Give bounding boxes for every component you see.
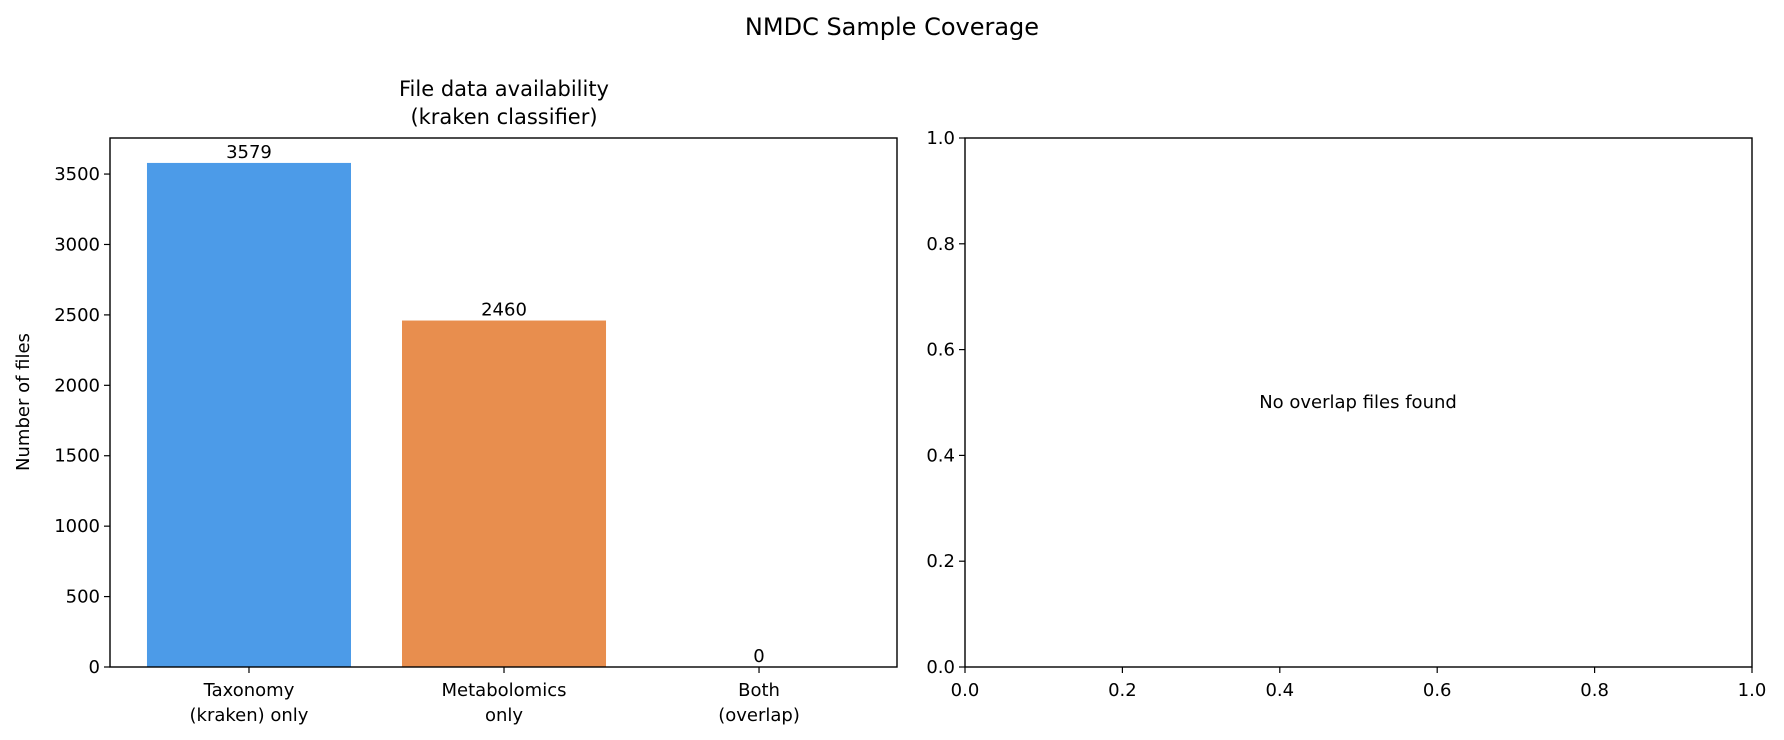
bar-1 bbox=[402, 320, 607, 667]
left-axes-frame bbox=[109, 137, 898, 668]
x-tick-label: Taxonomy bbox=[203, 680, 295, 701]
bar-data-label: 2460 bbox=[481, 300, 527, 321]
y-tick-label: 2000 bbox=[54, 375, 100, 396]
y-tick-label: 0.8 bbox=[926, 234, 955, 255]
x-tick-label: (overlap) bbox=[718, 705, 800, 726]
y-tick-label: 1500 bbox=[54, 446, 100, 467]
y-tick-label: 500 bbox=[66, 587, 100, 608]
bar-0 bbox=[146, 162, 351, 668]
x-tick-label: Metabolomics bbox=[442, 680, 567, 701]
x-tick-label: Both bbox=[738, 680, 780, 701]
y-tick-label: 1000 bbox=[54, 516, 100, 537]
y-tick-label: 2500 bbox=[54, 305, 100, 326]
y-tick-label: 3500 bbox=[54, 164, 100, 185]
no-overlap-annotation: No overlap files found bbox=[1259, 392, 1457, 413]
bar-data-label: 0 bbox=[753, 646, 764, 667]
x-tick-label: 0.6 bbox=[1423, 680, 1452, 701]
x-tick-label: 0.0 bbox=[951, 680, 980, 701]
y-tick-label: 0.4 bbox=[926, 445, 955, 466]
y-axis-label: Number of files bbox=[13, 333, 34, 471]
y-tick-label: 0.6 bbox=[926, 340, 955, 361]
x-tick-label: 0.2 bbox=[1108, 680, 1137, 701]
x-tick-label: 0.4 bbox=[1265, 680, 1294, 701]
x-tick-label: only bbox=[485, 705, 523, 726]
x-tick-label: (kraken) only bbox=[190, 705, 309, 726]
y-tick-label: 0.2 bbox=[926, 551, 955, 572]
y-tick-label: 0 bbox=[89, 657, 100, 678]
bar-data-label: 3579 bbox=[226, 142, 272, 163]
left-title-line-2: (kraken classifier) bbox=[410, 105, 597, 129]
left-axes: File data availability (kraken classifie… bbox=[13, 77, 898, 726]
suptitle: NMDC Sample Coverage bbox=[745, 13, 1039, 41]
left-title-line-1: File data availability bbox=[399, 77, 609, 101]
right-axes-frame bbox=[964, 137, 1753, 668]
y-tick-label: 0.0 bbox=[926, 657, 955, 678]
y-tick-label: 1.0 bbox=[926, 128, 955, 149]
y-tick-label: 3000 bbox=[54, 234, 100, 255]
x-tick-label: 1.0 bbox=[1738, 680, 1767, 701]
x-tick-label: 0.8 bbox=[1580, 680, 1609, 701]
right-axes: No overlap files found 0.0 0.2 0.4 0.6 0.8 1.… bbox=[926, 128, 1766, 701]
